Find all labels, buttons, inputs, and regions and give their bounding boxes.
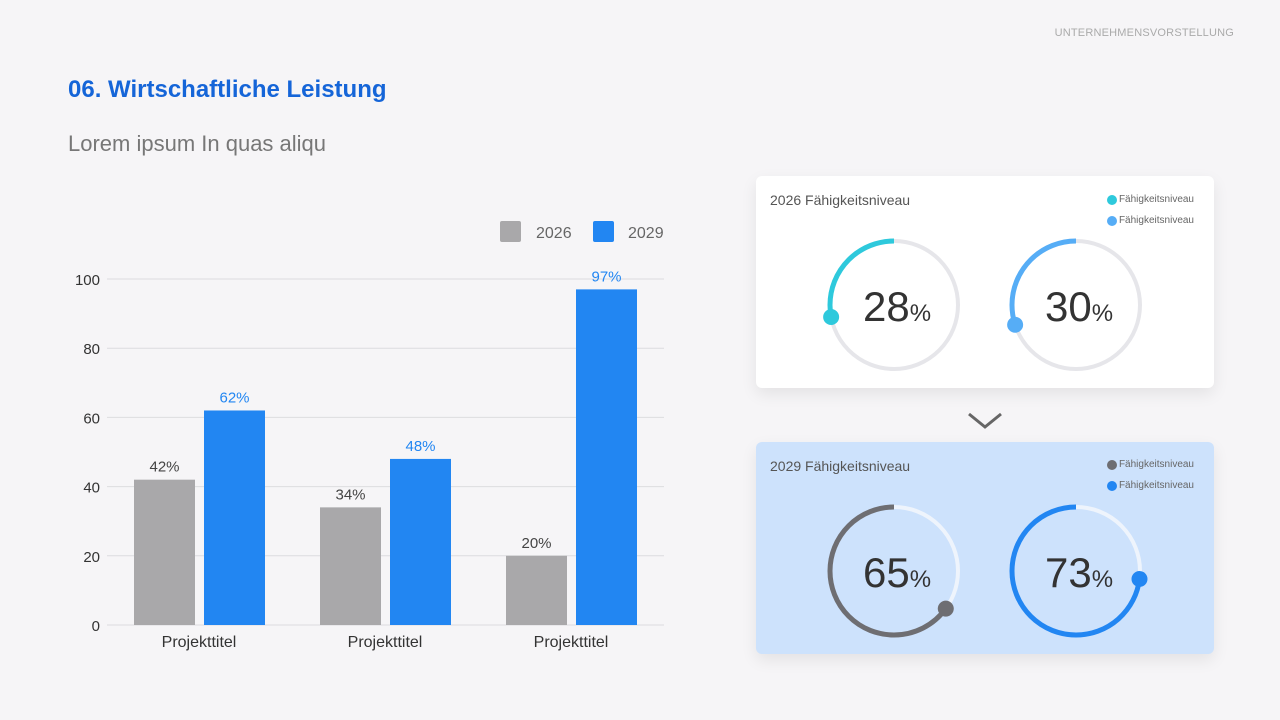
legend-item: Fähigkeitsniveau [1106, 480, 1194, 491]
ring-value: 30% [1045, 283, 1113, 330]
legend-item: Fähigkeitsniveau [1106, 215, 1194, 226]
ring-arc [827, 238, 961, 372]
card-2026: 2026 Fähigkeitsniveau Fähigkeitsniveau F… [756, 176, 1214, 388]
progress-ring: 30% [1007, 238, 1143, 372]
legend-dot-icon [1106, 215, 1117, 226]
page-title: 06. Wirtschaftliche Leistung [68, 76, 387, 103]
chevron-down-icon [968, 412, 1002, 429]
bar-2026 [320, 507, 381, 625]
ring-handle [1131, 571, 1148, 588]
ring-arc [1009, 504, 1143, 638]
legend-label: Fähigkeitsniveau [1118, 215, 1194, 226]
ring-value: 28% [863, 283, 931, 330]
bar-2029 [576, 289, 637, 625]
bar-2026 [134, 479, 195, 625]
ring-value: 73% [1045, 549, 1113, 596]
card-2029: 2029 Fähigkeitsniveau Fähigkeitsniveau F… [756, 442, 1214, 654]
ring-handle [823, 308, 840, 325]
section-label: UNTERNEHMENSVORSTELLUNG [1054, 27, 1234, 39]
y-tick-label: 80 [83, 341, 100, 358]
legend-item: Fähigkeitsniveau [1106, 194, 1194, 205]
y-tick-label: 20 [83, 549, 100, 566]
bar-2029 [390, 458, 451, 625]
legend-dot-icon [1106, 194, 1117, 205]
y-tick-label: 0 [92, 618, 100, 635]
bar-2026 [506, 555, 567, 625]
ring-value: 65% [863, 549, 931, 596]
legend-label: Fähigkeitsniveau [1118, 194, 1194, 205]
legend-label: 2029 [628, 225, 664, 242]
legend-swatch [593, 221, 614, 242]
progress-ring: 73% [1009, 504, 1148, 638]
legend-dot-icon [1106, 480, 1117, 491]
card-title: 2026 Fähigkeitsniveau [770, 192, 911, 208]
legend-label: 2026 [536, 225, 572, 242]
y-tick-label: 60 [83, 410, 100, 427]
data-label: 42% [149, 459, 179, 476]
ring-handle [1007, 316, 1024, 333]
legend-item: Fähigkeitsniveau [1106, 459, 1194, 470]
legend-dot-icon [1106, 459, 1117, 470]
data-label: 20% [521, 535, 551, 552]
bar-2029 [204, 410, 265, 625]
card-title: 2029 Fähigkeitsniveau [770, 458, 911, 474]
data-label: 48% [405, 438, 435, 455]
ring-arc [827, 504, 961, 638]
y-tick-label: 40 [83, 480, 100, 497]
y-tick-label: 100 [75, 272, 100, 289]
legend-swatch [500, 221, 521, 242]
x-tick-label: Projekttitel [534, 634, 609, 651]
ring-arc [1009, 238, 1143, 372]
data-label: 97% [591, 268, 621, 285]
data-label: 62% [219, 389, 249, 406]
progress-ring: 65% [827, 504, 961, 638]
x-tick-label: Projekttitel [348, 634, 423, 651]
ring-handle [937, 600, 954, 617]
x-tick-label: Projekttitel [162, 634, 237, 651]
page-subtitle: Lorem ipsum In quas aliqu [68, 131, 327, 156]
legend-label: Fähigkeitsniveau [1118, 480, 1194, 491]
bar-chart: 2026 2029 0 20 40 60 80 100 42% 62% Projekttitel 34… [75, 221, 664, 651]
data-label: 34% [335, 486, 365, 503]
legend-label: Fähigkeitsniveau [1118, 459, 1194, 470]
progress-ring: 28% [823, 238, 961, 372]
